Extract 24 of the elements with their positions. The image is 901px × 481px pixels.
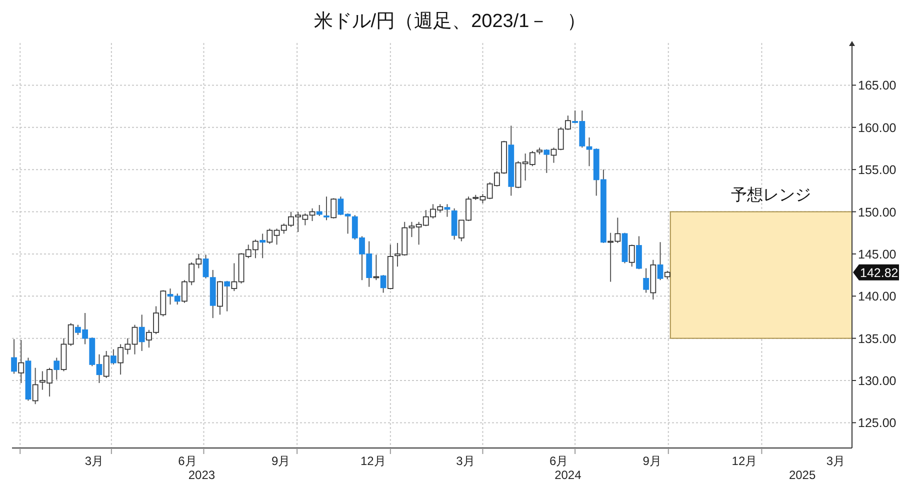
y-tick-label: 155.00 — [858, 163, 896, 178]
x2-tick-label: 2024 — [554, 468, 582, 481]
y-tick-label: 130.00 — [858, 374, 896, 388]
y-tick-label: 150.00 — [858, 205, 896, 220]
x-tick-label: 12月 — [732, 454, 758, 468]
x-tick-label: 6月 — [549, 454, 568, 468]
y-tick-label: 140.00 — [858, 290, 896, 304]
x2-tick-label: 2023 — [188, 468, 216, 481]
x-tick-label: 3月 — [84, 454, 104, 468]
y-tick-label: 160.00 — [858, 120, 896, 135]
x-tick-label: 3月 — [826, 454, 846, 468]
y-tick-label: 135.00 — [858, 332, 896, 346]
band-label: 予想レンジ — [731, 186, 812, 204]
x2-tick-label: 2025 — [788, 468, 816, 481]
x-tick-label: 9月 — [642, 454, 662, 468]
y-tick-label: 145.00 — [858, 247, 896, 262]
x-tick-label: 12月 — [360, 454, 386, 468]
chart-title: 米ドル/円（週足、2023/1－ ） — [314, 11, 586, 32]
x-tick-label: 3月 — [456, 454, 475, 468]
x-tick-label: 6月 — [178, 454, 197, 468]
x-tick-label: 9月 — [271, 454, 290, 468]
y-tick-label: 125.00 — [858, 416, 896, 430]
y-tick-label: 165.00 — [858, 78, 896, 93]
annotation: 142.82 — [853, 264, 899, 280]
